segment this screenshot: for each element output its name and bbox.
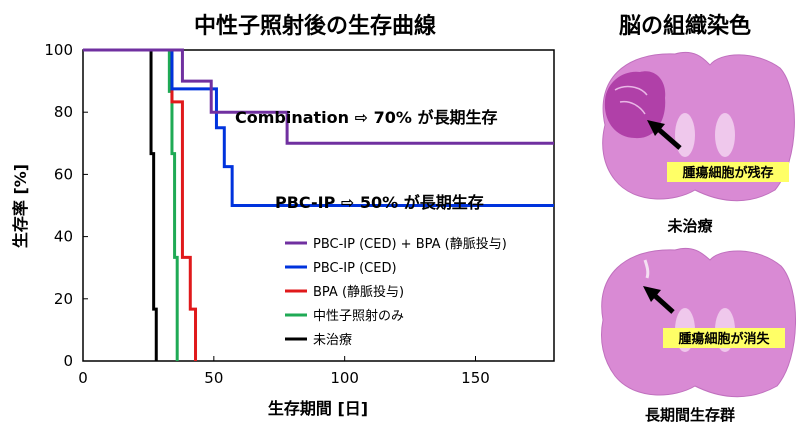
series-line — [83, 48, 554, 145]
x-tick-label: 50 — [204, 369, 223, 387]
y-tick-label: 20 — [54, 290, 73, 308]
arrow-untreated — [655, 126, 682, 150]
annotation-pbc-ip: PBC-IP ⇨ 50% が長期生存 — [275, 193, 484, 212]
series-line — [83, 48, 179, 361]
y-tick-label: 80 — [54, 103, 73, 121]
brain-section — [601, 247, 796, 398]
tumor-label-box — [667, 162, 789, 182]
brain-image-long-term: 腫瘍細胞が消失 — [585, 238, 800, 403]
survival-chart: 0 50 100 150 0 20 40 60 80 100 Combination ⇨ 70% … — [11, 41, 555, 418]
ventricle-right — [715, 113, 735, 157]
legend-label: BPA (静脈投与) — [313, 284, 404, 300]
tumor-label-box — [663, 328, 785, 348]
tumor-highlight — [614, 85, 648, 115]
x-tick-label: 0 — [78, 369, 88, 387]
series-line — [83, 48, 158, 361]
arrow-head-long-term — [643, 286, 661, 302]
caption-long-term: 長期間生存群 — [644, 406, 735, 424]
annotation-combination: Combination ⇨ 70% が長期生存 — [235, 108, 497, 127]
legend-label: PBC-IP (CED) + BPA (静脈投与) — [313, 236, 507, 252]
y-tick-label: 0 — [63, 352, 73, 370]
y-tick-label: 100 — [44, 41, 73, 59]
chart-title: 中性子照射後の生存曲線 — [193, 14, 436, 39]
arrow-head-untreated — [647, 120, 665, 136]
tumor-label-remains: 腫瘍細胞が残存 — [682, 165, 773, 181]
ventricle-left — [675, 113, 695, 157]
tumor-label-gone: 腫瘍細胞が消失 — [678, 331, 770, 347]
y-axis-label: 生存率 [%] — [11, 164, 30, 248]
legend-label: 中性子照射のみ — [313, 308, 404, 324]
series-line — [83, 48, 554, 207]
lesion-scar — [643, 259, 650, 279]
x-tick-label: 100 — [330, 369, 359, 387]
legend: PBC-IP (CED) + BPA (静脈投与) PBC-IP (CED) BPA… — [285, 236, 507, 348]
x-axis-label: 生存期間 [日] — [268, 399, 368, 418]
caption-untreated: 未治療 — [667, 217, 713, 235]
brain-image-untreated: 腫瘍細胞が残存 — [585, 40, 800, 210]
x-tick-label: 150 — [461, 369, 490, 387]
y-tick-label: 40 — [54, 228, 73, 246]
arrow-long-term — [651, 292, 675, 314]
legend-label: PBC-IP (CED) — [313, 261, 397, 276]
legend-label: 未治療 — [313, 333, 352, 348]
brain-panel-title: 脳の組織染色 — [618, 14, 751, 39]
y-tick-label: 60 — [54, 165, 73, 183]
